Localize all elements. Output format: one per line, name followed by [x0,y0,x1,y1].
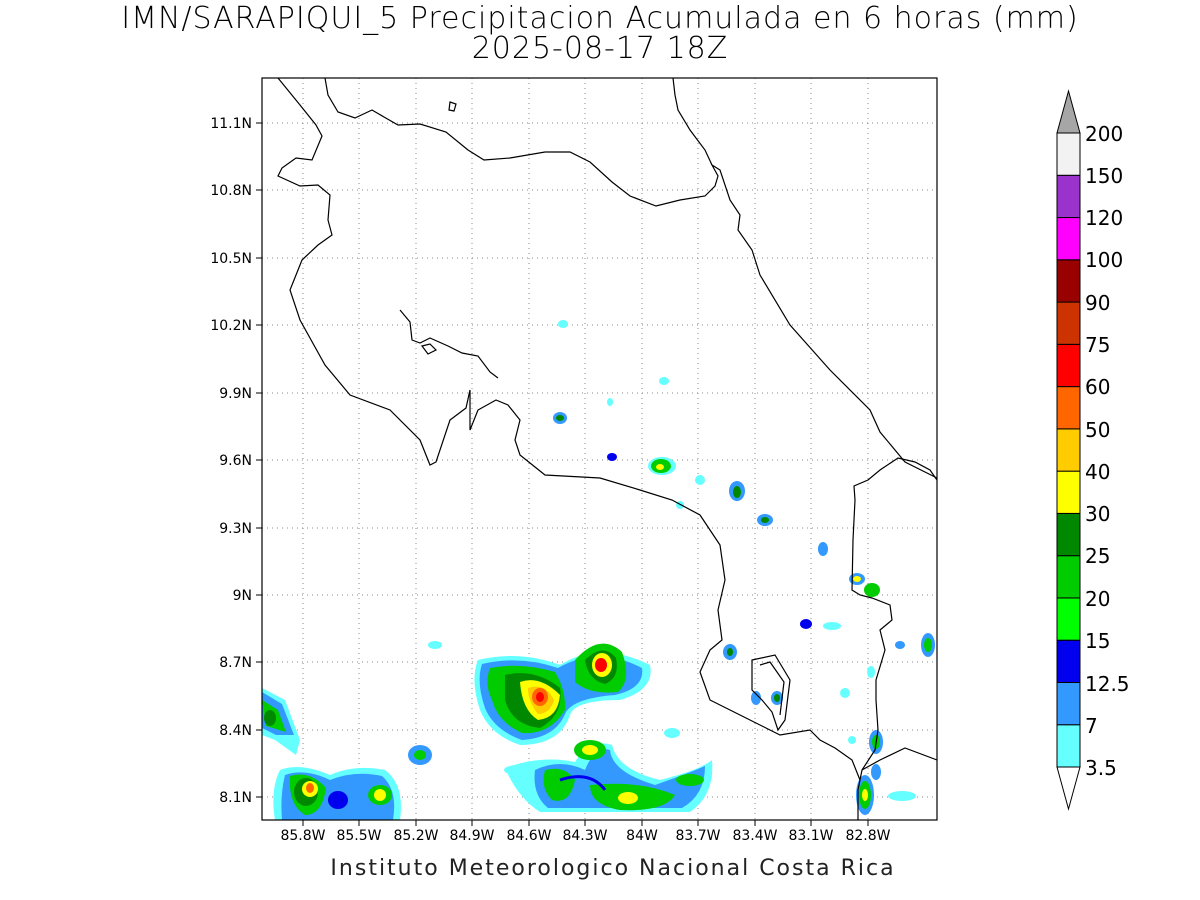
colorbar-segment [1056,681,1081,726]
colorbar-segment [1056,132,1081,176]
lat-tick-label: 9N [233,588,252,604]
lon-tick-label: 85.8W [280,828,325,844]
precip-cell [262,688,300,755]
colorbar-label: 200 [1085,122,1123,146]
map-frame [261,77,938,821]
precip-cell [408,728,713,812]
lon-tick-label: 83.4W [732,828,777,844]
colorbar [1056,89,1081,811]
colorbar-label: 20 [1085,587,1110,611]
colorbar-label: 150 [1085,164,1123,188]
lon-tick-label: 83.1W [788,828,833,844]
colorbar-label: 60 [1085,375,1110,399]
colorbar-segment [1056,386,1081,430]
colorbar-label: 40 [1085,460,1110,484]
credit-line: Instituto Meteorologico Nacional Costa R… [330,856,896,881]
colorbar-segment [1056,343,1081,388]
lon-tick-label: 84.9W [449,828,494,844]
colorbar-label: 75 [1085,333,1110,357]
colorbar-label: 120 [1085,206,1123,230]
precip-cell [428,641,651,745]
coastline [277,78,937,820]
colorbar-label: 30 [1085,502,1110,526]
colorbar-segment [1056,259,1081,303]
precip-field [262,320,935,820]
colorbar-segment [1056,470,1081,514]
lat-tick-label: 8.7N [219,655,252,671]
colorbar-segment [1056,428,1081,472]
lon-tick-label: 84.3W [562,828,607,844]
colorbar-segment [1056,217,1081,261]
lat-tick-label: 11.1N [210,116,252,132]
lon-tick-label: 84.6W [506,828,551,844]
colorbar-upper-arrow [1056,89,1081,134]
lat-tick-label: 9.3N [219,521,252,537]
gridlines [262,78,937,820]
colorbar-segment [1056,597,1081,641]
precip-cell [273,766,401,820]
lon-tick-label: 85.2W [393,828,438,844]
lat-tick-label: 8.1N [219,790,252,806]
colorbar-label: 3.5 [1085,756,1117,780]
colorbar-segment [1056,301,1081,345]
colorbar-label: 7 [1085,714,1098,738]
map-panel [262,78,937,820]
axis-ticks [256,122,869,826]
map-datetime: 2025-08-17 18Z [471,31,729,66]
colorbar-segment [1056,174,1081,219]
colorbar-label: 50 [1085,418,1110,442]
colorbar-label: 100 [1085,248,1123,272]
colorbar-segment [1056,724,1081,768]
colorbar-segment [1056,555,1081,599]
lon-tick-label: 85.5W [336,828,381,844]
lon-tick-label: 82.8W [845,828,890,844]
lon-tick-label: 84W [626,828,658,844]
lon-tick-label: 83.7W [675,828,720,844]
colorbar-label: 25 [1085,544,1110,568]
colorbar-labels: 3.5 7 12.5 15 20 25 30 40 50 60 75 90 10… [1085,122,1130,780]
colorbar-segment [1056,639,1081,683]
lat-tick-label: 10.5N [210,251,252,267]
lat-tick-label: 8.4N [219,723,252,739]
lat-tick-label: 9.9N [219,386,252,402]
colorbar-label: 15 [1085,629,1110,653]
colorbar-segment [1056,512,1081,557]
lat-tick-label: 10.2N [210,318,252,334]
lat-tick-label: 9.6N [219,453,252,469]
colorbar-lower-arrow [1056,766,1081,811]
colorbar-label: 90 [1085,291,1110,315]
colorbar-label: 12.5 [1085,672,1130,696]
lat-tick-label: 10.8N [210,183,252,199]
map-title: IMN/SARAPIQUI_5 Precipitacion Acumulada … [121,1,1079,36]
